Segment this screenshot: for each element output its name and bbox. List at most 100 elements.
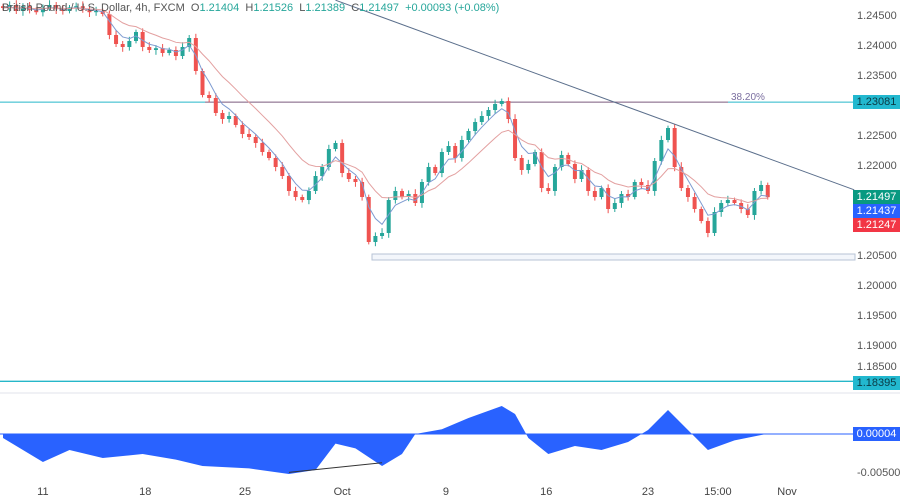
slow-ma-line [2, 7, 768, 204]
time-axis-label: Oct [333, 486, 351, 498]
candle [519, 155, 524, 175]
candle-body [267, 152, 271, 158]
candle [479, 111, 484, 125]
candle-body [639, 182, 644, 185]
candle-body [592, 191, 597, 197]
candle-body [552, 167, 557, 191]
candle [127, 36, 132, 51]
candle [160, 44, 165, 57]
candle [373, 232, 378, 247]
candle [632, 179, 637, 200]
candle-body [87, 9, 92, 13]
candle [340, 139, 345, 178]
candle-body [1, 6, 5, 8]
candle [699, 206, 704, 224]
candle [200, 68, 205, 98]
candle [333, 140, 338, 152]
price-axis-label: 1.22500 [857, 130, 897, 142]
candle [672, 124, 677, 172]
candle [353, 176, 358, 187]
time-axis-label: 25 [238, 486, 252, 498]
candle-body [519, 158, 524, 170]
candle [439, 148, 444, 178]
candle [473, 118, 478, 136]
candle [380, 228, 385, 239]
candle [599, 185, 604, 200]
candle [213, 93, 218, 116]
candle-body [439, 152, 444, 173]
candle [659, 135, 664, 165]
candle-body [20, 6, 25, 11]
time-axis-label: 18 [139, 486, 152, 498]
candle [207, 91, 212, 103]
candle-body [659, 140, 664, 161]
candle [725, 195, 730, 207]
price-axis-label: 1.23500 [857, 70, 897, 82]
candle-body [67, 7, 72, 11]
trendline [335, 0, 855, 191]
price-axis-label: 1.18500 [857, 361, 897, 374]
candle [759, 180, 764, 195]
symbol-title: British Pound / U.S. Dollar, 4h, FXCM [2, 2, 185, 14]
open-label: O [190, 2, 200, 14]
candle-body [546, 188, 551, 191]
candle [453, 143, 458, 163]
candle-body [193, 38, 198, 71]
candle-body [572, 164, 577, 179]
candle [446, 141, 451, 155]
candle-body [533, 152, 537, 164]
candle-body [107, 14, 112, 35]
candle [539, 148, 544, 193]
candle [546, 183, 551, 194]
candle-body [612, 203, 617, 209]
candle [526, 159, 531, 174]
candle-body [719, 203, 724, 212]
oscillator-axis-label: -0.00500 [857, 467, 900, 479]
candle-body [606, 188, 611, 209]
candle [400, 188, 404, 200]
candle-body [732, 200, 737, 203]
time-axis-label: 15:00 [704, 486, 732, 498]
candle-body [745, 209, 750, 215]
candle-body [666, 128, 670, 140]
candle-body [153, 48, 158, 50]
candle-body [679, 167, 684, 188]
candle [247, 129, 252, 140]
candle-body [672, 128, 677, 167]
candle-body [260, 143, 265, 152]
level-price-tag: 1.23081 [853, 95, 900, 110]
candle-body [47, 5, 52, 8]
price-axis-label: 1.24500 [857, 10, 897, 22]
candle [486, 107, 491, 121]
close-label: C [351, 2, 360, 14]
candle-body [692, 197, 697, 209]
support-zone [371, 253, 856, 261]
low-label: L [299, 2, 306, 14]
high-value: 1.21526 [253, 2, 294, 14]
candle-body [579, 170, 584, 179]
candle [572, 160, 577, 184]
candle [240, 121, 245, 139]
candle [386, 197, 391, 238]
candle [692, 192, 697, 213]
candle [612, 198, 617, 212]
candle-body [140, 32, 145, 47]
candle-body [147, 47, 152, 50]
candle [300, 194, 305, 203]
candle [466, 128, 471, 143]
price-tag: 1.21497 [853, 190, 900, 205]
candle [360, 177, 365, 201]
candle [579, 165, 584, 182]
candle-body [273, 158, 278, 167]
candle [107, 10, 112, 40]
candle [40, 4, 45, 17]
candle [273, 154, 278, 172]
candle [719, 200, 724, 217]
high-label: H [245, 2, 254, 14]
candle [253, 134, 258, 148]
candle-body [473, 122, 478, 131]
candle [619, 191, 624, 208]
candle [47, 0, 52, 11]
